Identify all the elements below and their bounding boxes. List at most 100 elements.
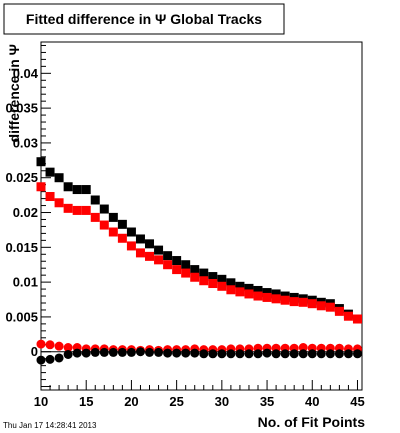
data-point-circle [199,349,209,359]
data-point-square [235,281,245,291]
tick-marks [40,44,358,390]
y-tick-label: 0.02 [13,205,38,220]
data-point-square [117,233,127,243]
data-point-square [72,185,82,195]
data-point-square [117,219,127,229]
data-point-square [235,287,245,297]
data-point-square [163,260,173,270]
data-point-square [163,251,173,261]
data-point-square [99,220,109,230]
data-point-square [45,167,55,177]
data-point-square [126,241,136,251]
data-point-square [54,173,64,183]
title-box: Fitted difference in Ψ Global Tracks [3,3,285,35]
data-point-square [36,182,46,192]
data-point-square [72,205,82,215]
y-tick-label: 0.01 [13,275,38,290]
data-point-square [262,292,272,302]
data-point-square [208,279,218,289]
data-point-square [145,239,155,249]
data-point-square [289,297,299,307]
data-point-circle [126,347,136,357]
data-point-circle [172,348,182,358]
data-point-circle [208,349,218,359]
data-point-square [154,255,164,265]
x-tick-label: 40 [305,394,319,409]
data-point-square [145,251,155,261]
data-point-circle [45,340,55,350]
data-point-circle [343,349,353,359]
data-point-square [217,274,227,284]
data-point-square [108,227,118,237]
data-point-circle [316,349,326,359]
data-point-circle [271,349,281,359]
title-box-frame [3,3,285,35]
data-point-circle [81,348,91,358]
data-point-circle [325,349,335,359]
data-point-circle [334,349,344,359]
tick-labels: 10 15 20 25 30 35 40 45 0 0.005 0.01 0.015 0.02 0.025… [5,66,364,409]
data-point-circle [45,354,55,364]
data-point-square [208,272,218,282]
data-point-square [226,278,236,288]
chart-title: Fitted difference in Ψ Global Tracks [26,11,262,27]
data-point-circle [235,349,245,359]
data-point-square [181,268,191,278]
y-tick-label: 0.03 [13,135,38,150]
data-point-circle [54,341,64,351]
data-point-square [172,256,182,266]
data-point-circle [90,347,100,357]
data-point-square [280,295,290,305]
data-point-circle [135,347,145,357]
data-point-circle [108,347,118,357]
data-point-square [99,204,109,214]
data-point-square [90,212,100,222]
data-point-square [45,192,55,202]
data-point-circle [307,349,317,359]
y-tick-label: 0 [31,344,38,359]
x-tick-label: 20 [124,394,138,409]
x-tick-label: 45 [350,394,364,409]
data-point-square [54,198,64,208]
data-point-square [190,265,200,275]
plot-frame [40,41,363,391]
data-point-circle [280,349,290,359]
data-point-circle [145,347,155,357]
data-point-square [172,265,182,275]
x-tick-label: 10 [34,394,48,409]
data-point-square [262,288,272,298]
data-points [36,157,362,365]
data-point-circle [190,348,200,358]
data-point-circle [36,339,46,349]
data-point-square [253,291,263,301]
data-point-circle [163,348,173,358]
x-tick-label: 30 [215,394,229,409]
timestamp: Thu Jan 17 14:28:41 2013 [3,421,97,430]
y-tick-label: 0.015 [5,240,38,255]
data-point-square [190,272,200,282]
y-tick-label: 0.005 [5,309,38,324]
data-point-square [244,289,254,299]
data-point-square [298,297,308,307]
data-point-square [352,314,362,324]
data-point-square [36,157,46,167]
data-point-circle [36,355,46,365]
data-point-square [343,311,353,321]
x-axis-title: No. of Fit Points [258,414,366,430]
series-3 [36,347,362,365]
data-point-square [316,301,326,311]
data-point-square [199,276,209,286]
data-point-square [181,260,191,270]
data-point-circle [117,347,127,357]
data-point-circle [54,353,64,363]
data-point-square [253,285,263,295]
data-point-circle [72,348,82,358]
data-point-circle [226,349,236,359]
data-point-square [81,185,91,195]
data-point-square [271,289,281,299]
data-point-square [226,285,236,295]
y-axis-title: difference in Ψ [6,44,22,142]
data-point-circle [217,349,227,359]
